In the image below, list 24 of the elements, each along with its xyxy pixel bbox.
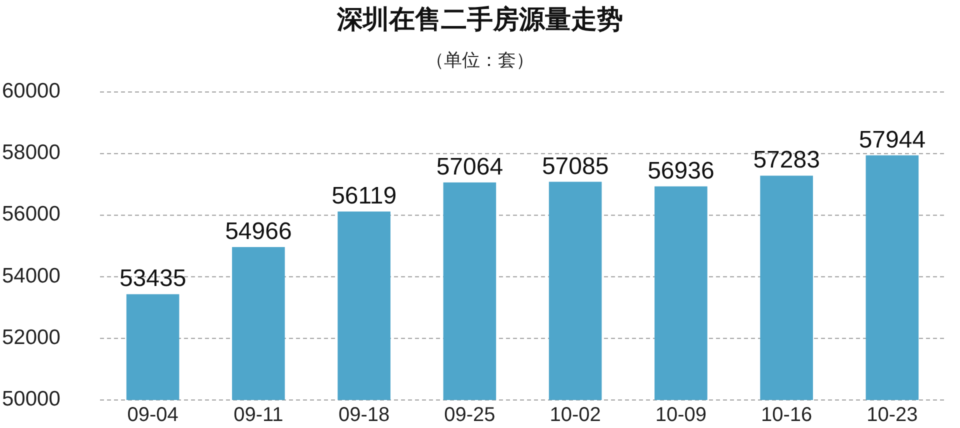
data-label: 56936 (648, 157, 714, 184)
y-tick-label: 54000 (2, 264, 60, 288)
x-tick-label: 09-04 (127, 404, 178, 426)
data-label: 53435 (119, 265, 186, 292)
x-tick-label: 10-23 (866, 404, 918, 426)
data-label: 57064 (436, 153, 504, 180)
data-label: 56119 (332, 182, 397, 210)
chart-subtitle: （单位：套） (426, 50, 534, 70)
y-tick-label: 58000 (2, 141, 60, 164)
data-label: 57085 (542, 152, 609, 180)
x-tick-label: 09-18 (338, 404, 390, 426)
data-label: 57944 (858, 126, 926, 154)
y-tick-label: 60000 (2, 80, 60, 103)
y-tick-label: 52000 (2, 326, 60, 349)
data-label: 57283 (753, 146, 820, 174)
y-tick-label: 50000 (2, 388, 60, 411)
data-label: 54966 (225, 218, 292, 246)
x-tick-label: 09-25 (444, 404, 496, 426)
x-tick-label: 10-02 (550, 404, 601, 426)
x-tick-label: 09-11 (234, 404, 284, 426)
chart-title: 深圳在售二手房源量走势 (336, 4, 623, 34)
y-tick-label: 56000 (2, 202, 60, 226)
x-tick-label: 10-09 (655, 404, 707, 426)
x-tick-label: 10-16 (760, 404, 812, 426)
